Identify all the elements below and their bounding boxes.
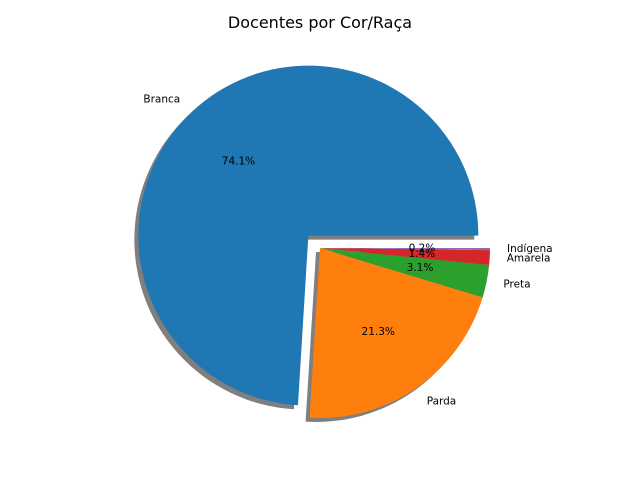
- slice-branca: [138, 65, 479, 406]
- slice-amarela: [320, 248, 490, 266]
- slice-pct-parda: 21.3%: [362, 326, 395, 338]
- slice-pct-branca: 74.1%: [222, 155, 255, 167]
- slice-preta: [320, 248, 490, 298]
- slice-pct-preta: 3.1%: [407, 262, 434, 274]
- slice-layer: [138, 65, 490, 418]
- slice-label-branca: Branca: [143, 93, 180, 105]
- chart-title: Docentes por Cor/Raça: [227, 13, 413, 32]
- slice-label-parda: Parda: [427, 396, 457, 408]
- label-layer: Branca 74.1% Parda 21.3% Preta 3.1% Amarela 1.4…: [143, 93, 552, 407]
- slice-label-indigena: Indígena: [507, 243, 553, 255]
- slice-indigena: [320, 248, 490, 251]
- slice-pct-indigena: 0.2%: [409, 243, 436, 255]
- slice-label-preta: Preta: [503, 279, 530, 291]
- slice-parda: [309, 248, 483, 418]
- slice-label-amarela: Amarela: [507, 253, 551, 265]
- slice-pct-amarela: 1.4%: [408, 248, 435, 260]
